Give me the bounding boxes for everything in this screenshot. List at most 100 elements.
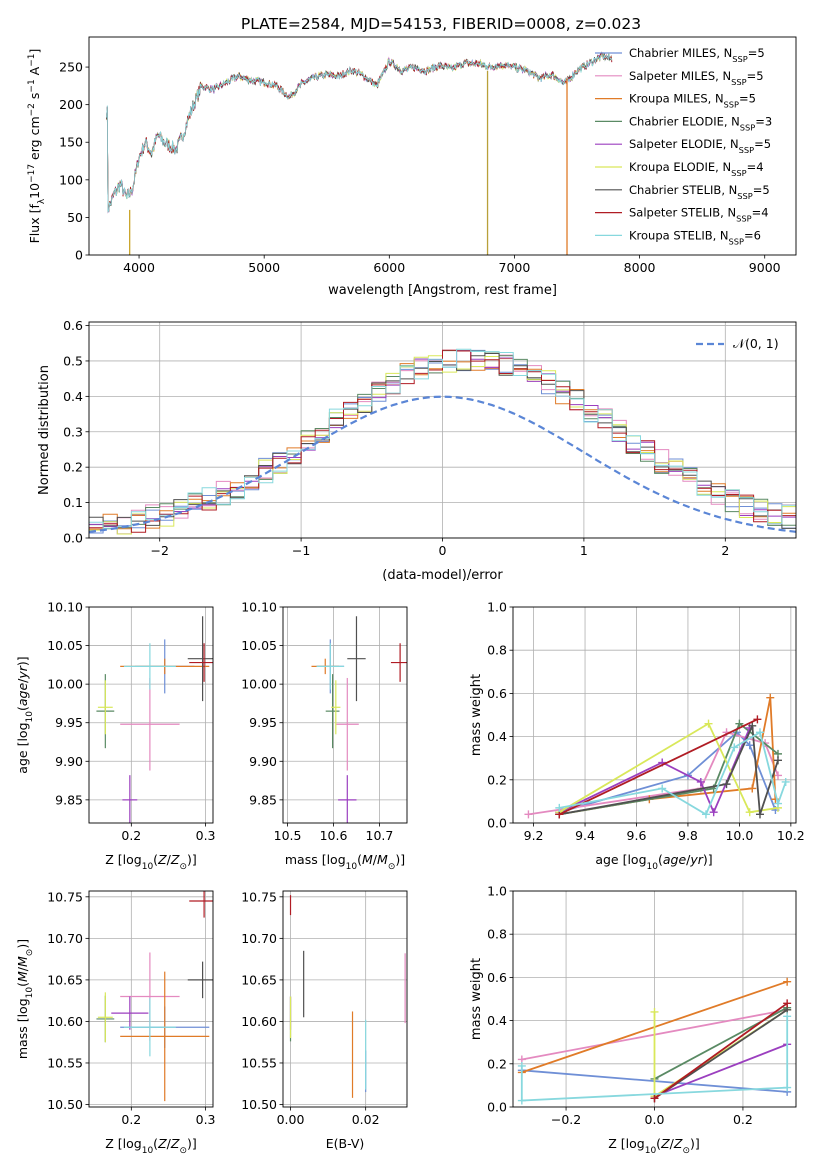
axes-frame xyxy=(282,890,408,1108)
y-tick-label: 10.10 xyxy=(241,600,277,615)
text-part: 10 xyxy=(647,862,659,872)
axes-frame xyxy=(512,606,797,824)
text-part: Z xyxy=(170,852,180,867)
plot-area xyxy=(513,891,796,1107)
weight-marker xyxy=(722,780,731,789)
x-tick-label: 9000 xyxy=(749,260,781,275)
weight-marker xyxy=(755,810,764,819)
text-part: age xyxy=(663,852,687,867)
axes-frame xyxy=(88,321,797,539)
weight-marker xyxy=(773,799,782,808)
text-part: )] xyxy=(690,1136,700,1151)
weight-marker xyxy=(773,771,782,780)
text-part: Chabrier MILES, N xyxy=(629,46,732,60)
x-tick-label: 0.2 xyxy=(121,828,141,843)
y-tick-label: 0.0 xyxy=(487,1100,507,1115)
weight-series xyxy=(558,718,758,816)
text-part: λ xyxy=(37,198,47,204)
x-tick-label: 4000 xyxy=(123,260,155,275)
x-tick-label: 10.0 xyxy=(725,828,753,843)
text-part: / xyxy=(167,852,172,867)
legend-label: Kroupa MILES, NSSP=5 xyxy=(629,92,756,110)
y-tick-label: 1.0 xyxy=(487,600,507,615)
x-tick-label: 9.8 xyxy=(678,828,698,843)
axes-frame xyxy=(282,606,408,824)
text-part: mass [log xyxy=(285,852,346,867)
y-tick-label: 10.60 xyxy=(241,1014,277,1029)
text-part: / xyxy=(670,1136,675,1151)
text-part: Kroupa MILES, N xyxy=(629,92,724,106)
y-tick-label: 100 xyxy=(59,172,83,187)
text-part: SSP xyxy=(731,168,746,178)
x-tick-label: 0.2 xyxy=(121,1112,141,1127)
y-tick-label: 200 xyxy=(59,97,83,112)
text-part: =4 xyxy=(747,160,764,174)
y-tick-label: 0.8 xyxy=(487,643,507,658)
plot-area xyxy=(106,51,613,255)
y-tick-label: 0.4 xyxy=(487,729,507,744)
axes-frame xyxy=(88,36,797,256)
spectrum-line xyxy=(106,52,613,212)
x-tick-label: −0.2 xyxy=(551,1112,581,1127)
text-part: 10 xyxy=(645,1146,657,1156)
y-tick-label: 10.55 xyxy=(241,1055,277,1070)
panel-mass_vs_Z: 0.2 0.3 10.50 10.55 10.60 10.65 10.70 10.75 Z [l… xyxy=(15,889,216,1156)
x-tick-label: 7000 xyxy=(499,260,531,275)
y-tick-label: 10.75 xyxy=(241,889,277,904)
x-tick-label: 8000 xyxy=(624,260,656,275)
text-part: Kroupa ELODIE, N xyxy=(629,160,731,174)
y-axis-label: mass weight xyxy=(469,674,484,756)
text-part: Kroupa STELIB, N xyxy=(629,228,729,242)
text-part: =4 xyxy=(752,206,769,220)
text-part: =5 xyxy=(747,69,764,83)
text-part: Z [log xyxy=(105,852,141,867)
text-part: Z xyxy=(170,1136,180,1151)
text-part: SSP xyxy=(740,122,755,132)
x-tick-label: 10.7 xyxy=(366,828,394,843)
x-tick-label: 6000 xyxy=(373,260,405,275)
legend: 𝒩(0, 1) xyxy=(696,336,779,351)
text-part: / xyxy=(167,1136,172,1151)
legend-label: Chabrier MILES, NSSP=5 xyxy=(629,46,765,64)
y-tick-label: 0 xyxy=(75,248,83,263)
histogram-series xyxy=(89,348,796,529)
plot-area xyxy=(89,322,796,538)
spectrum-line xyxy=(106,52,613,212)
y-tick-label: 10.65 xyxy=(241,972,277,987)
text-part: M xyxy=(377,852,388,867)
y-axis-label: Normed distribution xyxy=(37,365,52,495)
y-tick-label: 9.90 xyxy=(55,754,83,769)
weight-series xyxy=(520,1016,789,1102)
weight-marker xyxy=(709,808,718,817)
weight-marker xyxy=(555,803,564,812)
text-part: SSP xyxy=(724,100,739,110)
weight-marker xyxy=(783,999,792,1008)
weight-marker xyxy=(650,1007,659,1016)
x-tick-label: 9.2 xyxy=(524,828,544,843)
legend-label: Chabrier STELIB, NSSP=5 xyxy=(629,183,770,201)
x-tick-label: 10.2 xyxy=(777,828,805,843)
x-tick-label: 0.3 xyxy=(196,1112,216,1127)
text-part: Z xyxy=(673,1136,683,1151)
y-tick-label: 250 xyxy=(59,60,83,75)
x-tick-label: 9.6 xyxy=(627,828,647,843)
text-part: Salpeter STELIB, N xyxy=(629,206,736,220)
text-part: ⊙ xyxy=(388,862,396,872)
text-part: ⊙ xyxy=(179,862,187,872)
y-tick-label: 50 xyxy=(67,210,83,225)
panel-age_vs_mass: 10.5 10.6 10.7 9.85 9.90 9.95 10.00 10.05 10.10 m… xyxy=(241,600,408,872)
text-part: yr xyxy=(15,665,30,679)
x-tick-label: 0.02 xyxy=(352,1112,380,1127)
text-part: SSP xyxy=(737,191,752,201)
y-tick-label: 9.95 xyxy=(55,715,83,730)
x-tick-label: −2 xyxy=(150,543,168,558)
text-part: SSP xyxy=(732,54,747,64)
text-part: 10 xyxy=(27,183,42,199)
weight-marker xyxy=(766,693,775,702)
text-part: A xyxy=(27,66,42,79)
weight-marker xyxy=(773,756,782,765)
text-part: ⊙ xyxy=(179,1146,187,1156)
